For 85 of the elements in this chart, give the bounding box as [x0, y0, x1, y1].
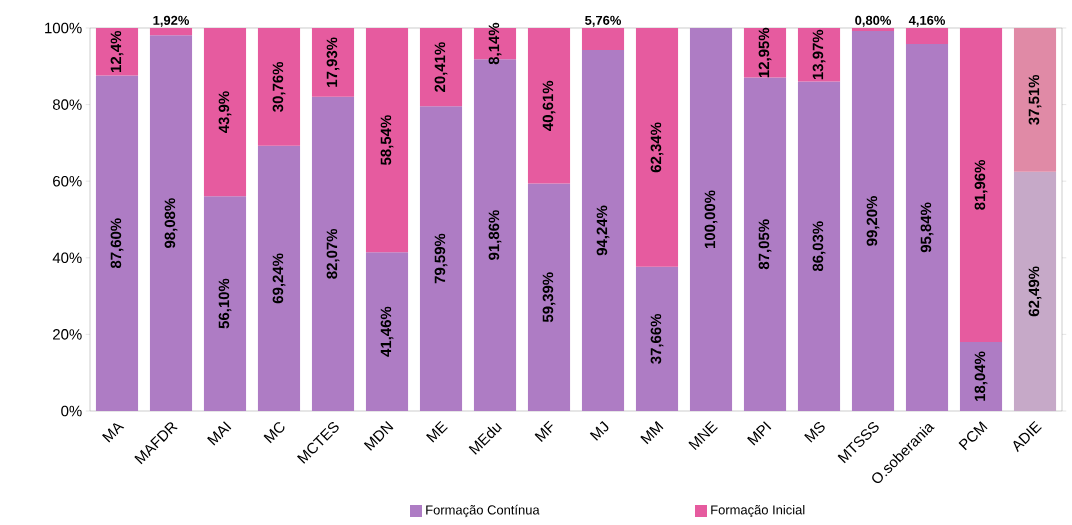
data-label: 40,61%: [542, 80, 556, 131]
data-label: 13,97%: [812, 29, 826, 80]
data-label: 62,49%: [1028, 266, 1042, 317]
bar: [1013, 28, 1057, 172]
bar: [797, 81, 841, 411]
x-tick-label: MC: [263, 422, 285, 444]
bar: [527, 183, 571, 411]
bar: [419, 106, 463, 411]
bar: [257, 28, 301, 146]
bar: [149, 35, 193, 411]
bar: [743, 77, 787, 411]
y-tick-label: 0%: [61, 405, 82, 417]
bar: [635, 266, 679, 411]
bar: [905, 43, 949, 411]
bar: [851, 28, 895, 32]
data-label: 81,96%: [974, 160, 988, 210]
data-label: 20,41%: [434, 42, 448, 92]
legend-label: Formação Contínua: [426, 504, 540, 518]
data-label: 79,59%: [434, 233, 448, 284]
data-label: 87,60%: [110, 218, 124, 269]
data-label: 87,05%: [758, 219, 772, 270]
y-tick-label: 60%: [53, 175, 82, 187]
data-label: 69,24%: [272, 253, 286, 304]
x-tick-label: ME: [426, 420, 448, 443]
bar: [635, 28, 679, 267]
data-label: 5,76%: [585, 15, 622, 27]
data-label: 94,24%: [596, 205, 610, 256]
y-tick-label: 80%: [52, 99, 82, 110]
bar: [419, 28, 463, 107]
data-label: 95,84%: [920, 202, 934, 253]
x-tick-label: MJ: [589, 421, 609, 441]
bar: [95, 28, 139, 76]
bar: [95, 75, 139, 411]
bar: [311, 96, 355, 411]
bar: [365, 28, 409, 253]
x-tick-label: MM: [640, 421, 664, 445]
y-tick-label: 40%: [52, 252, 82, 264]
bar: [365, 252, 409, 411]
y-tick-label: 100%: [45, 22, 82, 34]
data-label: 86,03%: [812, 221, 826, 272]
data-label: 41,46%: [380, 306, 394, 357]
data-label: 100,00%: [704, 190, 718, 249]
data-label: 56,10%: [218, 278, 232, 329]
data-label: 1,92%: [153, 15, 190, 27]
x-tick-label: MS: [804, 422, 825, 443]
data-label: 58,54%: [380, 115, 394, 165]
bar: [797, 28, 841, 82]
y-tick-label: 20%: [53, 329, 82, 340]
bar: [689, 28, 733, 411]
bar: [743, 28, 787, 78]
data-label: 0,80%: [855, 15, 892, 27]
data-label: 12,95%: [758, 27, 772, 78]
data-label: 30,76%: [272, 61, 286, 112]
data-label: 98,08%: [164, 198, 178, 248]
bar: [851, 31, 895, 411]
bar: [581, 28, 625, 51]
bar: [905, 28, 949, 44]
data-label: 82,07%: [326, 228, 340, 279]
bar: [581, 50, 625, 411]
data-label: 4,16%: [908, 15, 946, 27]
bar: [149, 28, 193, 36]
bar: [1013, 171, 1057, 411]
data-label: 37,66%: [650, 313, 664, 364]
data-label: 17,93%: [326, 37, 340, 87]
data-label: 18,04%: [974, 351, 988, 401]
bar: [203, 196, 247, 411]
x-tick-label: MF: [534, 420, 553, 442]
x-tick-label: MAI: [207, 421, 232, 446]
legend-label: Formação Inicial: [711, 504, 805, 518]
bar: [311, 28, 355, 97]
bar: [959, 28, 1003, 342]
data-label: 91,86%: [488, 210, 502, 260]
bar: [959, 341, 1003, 411]
x-tick-label: MA: [102, 423, 125, 443]
data-label: 59,39%: [542, 272, 556, 323]
data-label: 43,9%: [218, 91, 232, 134]
bar: [527, 28, 571, 184]
data-label: 37,51%: [1028, 74, 1042, 125]
x-tick-label: MPI: [747, 421, 772, 446]
data-label: 8,14%: [488, 22, 502, 65]
data-label: 62,34%: [650, 122, 664, 173]
bar: [257, 145, 301, 411]
bar: [203, 28, 247, 197]
data-label: 99,20%: [866, 196, 880, 246]
data-label: 12,4%: [110, 30, 124, 72]
